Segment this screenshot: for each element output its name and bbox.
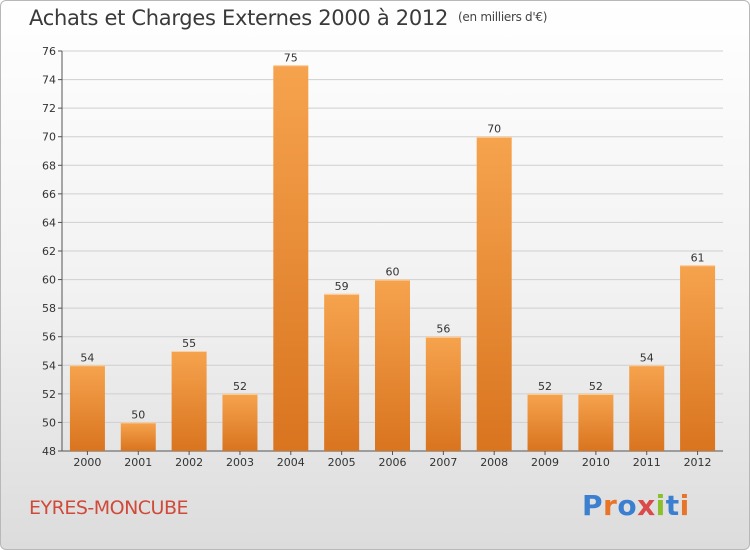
bar: [680, 265, 716, 451]
logo-letter: o: [617, 489, 638, 522]
y-tick-label: 58: [42, 302, 56, 315]
proxiti-logo: Proxiti: [582, 489, 690, 522]
x-tick-label: 2010: [582, 456, 610, 469]
bar: [171, 351, 207, 451]
bar-value-label: 56: [436, 323, 450, 336]
logo-letter: x: [637, 489, 656, 522]
bar-value-label: 59: [335, 280, 349, 293]
x-tick-label: 2011: [633, 456, 661, 469]
bar-value-label: 52: [233, 380, 247, 393]
bar: [629, 365, 665, 451]
bar-value-label: 55: [182, 337, 196, 350]
y-tick-label: 48: [42, 445, 56, 458]
x-tick-label: 2001: [124, 456, 152, 469]
bar: [324, 293, 360, 451]
y-tick-label: 54: [42, 359, 56, 372]
y-tick-label: 60: [42, 274, 56, 287]
y-tick-label: 52: [42, 388, 56, 401]
y-tick-label: 62: [42, 245, 56, 258]
logo-letter: t: [665, 489, 680, 522]
x-tick-label: 2004: [277, 456, 305, 469]
chart-title: Achats et Charges Externes 2000 à 2012 (e…: [29, 6, 547, 30]
bar-value-label: 52: [589, 380, 603, 393]
logo-letter: P: [582, 489, 604, 522]
bar: [120, 422, 156, 451]
bar: [425, 336, 461, 451]
y-tick-label: 70: [42, 131, 56, 144]
bar-value-label: 61: [691, 251, 705, 264]
y-tick-label: 68: [42, 159, 56, 172]
y-tick-label: 56: [42, 331, 56, 344]
x-tick-label: 2012: [684, 456, 712, 469]
bar-value-label: 75: [284, 51, 298, 64]
bar: [273, 65, 309, 452]
x-tick-label: 2002: [175, 456, 203, 469]
y-tick-label: 64: [42, 216, 56, 229]
y-tick-label: 66: [42, 188, 56, 201]
x-tick-label: 2008: [480, 456, 508, 469]
y-tick-label: 72: [42, 102, 56, 115]
chart-title-text: Achats et Charges Externes 2000 à 2012: [29, 6, 449, 30]
x-tick-label: 2003: [226, 456, 254, 469]
bar-value-label: 50: [131, 408, 145, 421]
x-tick-label: 2007: [429, 456, 457, 469]
commune-name: EYRES-MONCUBE: [29, 497, 189, 519]
logo-letter: i: [655, 489, 666, 522]
y-tick-label: 50: [42, 416, 56, 429]
bar: [476, 136, 512, 451]
bar: [375, 279, 410, 451]
x-tick-label: 2009: [531, 456, 559, 469]
bar-value-label: 60: [386, 266, 400, 279]
bar: [578, 393, 614, 451]
x-tick-label: 2006: [379, 456, 407, 469]
x-tick-label: 2000: [73, 456, 101, 469]
logo-letter: i: [679, 489, 690, 522]
bar-value-label: 54: [640, 351, 654, 364]
bar-value-label: 54: [80, 351, 94, 364]
bar: [222, 393, 258, 451]
bar-value-label: 52: [538, 380, 552, 393]
bar: [69, 365, 105, 451]
y-tick-label: 76: [42, 45, 56, 58]
logo-letter: r: [603, 489, 618, 522]
x-tick-label: 2005: [328, 456, 356, 469]
y-tick-label: 74: [42, 74, 56, 87]
chart-unit: (en milliers d'€): [458, 10, 548, 24]
bar-value-label: 70: [487, 123, 501, 136]
bar: [527, 393, 563, 451]
